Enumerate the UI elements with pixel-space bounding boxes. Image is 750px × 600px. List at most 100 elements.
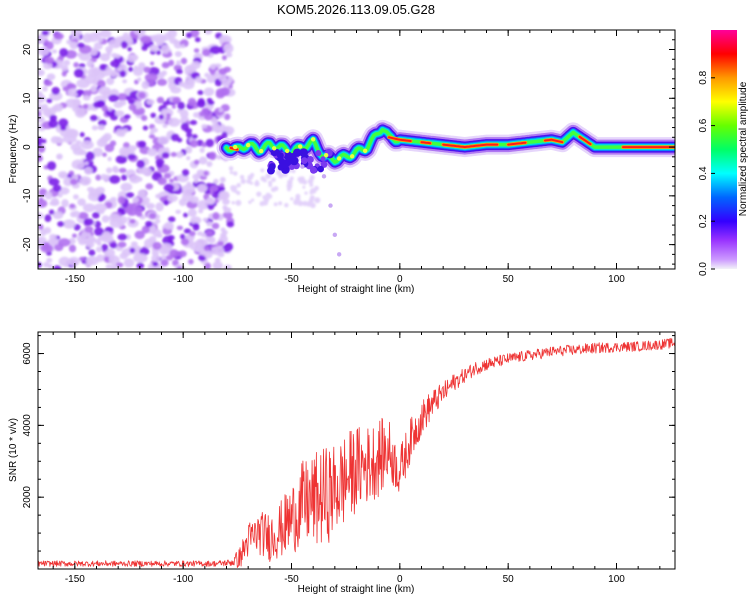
noise-blob (156, 96, 165, 104)
faint-blob (256, 191, 262, 197)
noise-blob (181, 184, 196, 195)
noise-blob (38, 261, 42, 268)
noise-blob (195, 76, 203, 83)
noise-blob (194, 247, 200, 253)
x-tick-label: -150 (65, 574, 85, 585)
faint-blob (302, 185, 306, 189)
faint-blob (297, 176, 304, 183)
noise-blob (193, 223, 200, 228)
noise-blob (105, 46, 113, 53)
ridge-dot (284, 148, 290, 154)
noise-blob (72, 100, 82, 106)
noise-blob (192, 173, 201, 180)
faint-blob (265, 173, 272, 179)
noise-blob (176, 69, 183, 75)
noise-blob (117, 233, 128, 241)
ridge-dot (362, 148, 368, 154)
faint-blob (251, 198, 255, 202)
noise-blob (106, 167, 113, 174)
noise-blob (175, 151, 184, 158)
ridge-dot (297, 144, 303, 149)
noise-blob (73, 68, 84, 78)
faint-blob (291, 169, 296, 174)
noise-blob (214, 71, 220, 78)
noise-blob (48, 119, 59, 128)
noise-blob (141, 80, 150, 90)
faint-blob (306, 201, 312, 207)
noise-blob (167, 216, 176, 223)
noise-blob (78, 176, 92, 186)
noise-blob (146, 99, 155, 105)
noise-blob (52, 184, 62, 192)
noise-blob (67, 256, 80, 266)
noise-blob (119, 70, 127, 78)
faint-blob (239, 174, 245, 180)
noise-blob (137, 189, 147, 198)
noise-blob (223, 264, 232, 269)
noise-blob (58, 171, 68, 179)
noise-blob (155, 158, 165, 166)
noise-blob (42, 86, 48, 92)
faint-blob (235, 199, 242, 206)
noise-blob (46, 98, 53, 104)
x-tick-label: -50 (284, 574, 299, 585)
noise-blob (177, 101, 185, 110)
noise-blob (92, 212, 100, 219)
spectrogram-y-ticks: -20 -10 0 10 20 (22, 29, 675, 265)
noise-blob (160, 242, 173, 252)
noise-blob (100, 173, 108, 181)
noise-blob (223, 43, 234, 54)
noise-blob (95, 186, 106, 195)
noise-blob (157, 177, 167, 185)
noise-blob (157, 136, 170, 145)
noise-blob (85, 256, 99, 266)
noise-blob (141, 115, 148, 122)
noise-blob (77, 198, 86, 206)
y-tick-label: 2000 (22, 486, 33, 509)
y-tick-label: 20 (22, 44, 33, 56)
y-tick-label: -10 (22, 188, 33, 203)
noise-blob (119, 146, 130, 157)
noise-blob (80, 140, 94, 150)
noise-blob (206, 161, 213, 167)
colorbar-tick-label: 0.0 (698, 262, 709, 276)
colorbar-tick-label: 0.2 (698, 214, 709, 228)
noise-blob (46, 257, 53, 263)
ridge-hot-red (578, 135, 592, 146)
noise-blob (172, 96, 182, 105)
noise-blob (206, 221, 213, 227)
x-tick-label: -50 (284, 274, 299, 285)
noise-blobs (38, 30, 321, 269)
noise-blob (89, 114, 98, 121)
noise-blob (155, 193, 162, 199)
noise-blob (108, 213, 121, 223)
noise-blob (152, 261, 159, 267)
noise-blob (60, 125, 67, 131)
noise-blob (156, 50, 161, 55)
faint-blob (295, 193, 301, 199)
noise-blob (133, 67, 144, 77)
noise-blob (59, 48, 69, 57)
noise-blob (176, 266, 182, 269)
faint-blob (230, 184, 236, 191)
noise-blob (78, 51, 91, 61)
noise-blob (84, 161, 89, 166)
noise-blob (113, 167, 119, 174)
noise-blob (221, 244, 232, 253)
noise-blob (96, 241, 102, 246)
noise-blob (210, 63, 216, 70)
noise-blob (97, 36, 103, 43)
noise-blob (49, 114, 57, 122)
noise-blob (47, 161, 57, 171)
noise-blob (61, 71, 67, 77)
snr-marks (38, 338, 675, 568)
noise-blob (222, 205, 228, 210)
noise-blob (218, 68, 228, 75)
x-tick-label: 50 (503, 274, 515, 285)
noise-blob (190, 216, 202, 225)
noise-blob (188, 258, 194, 265)
faint-blob (284, 203, 289, 208)
ridge-dot (349, 154, 355, 159)
noise-blob (148, 134, 156, 139)
noise-blob (85, 240, 95, 249)
